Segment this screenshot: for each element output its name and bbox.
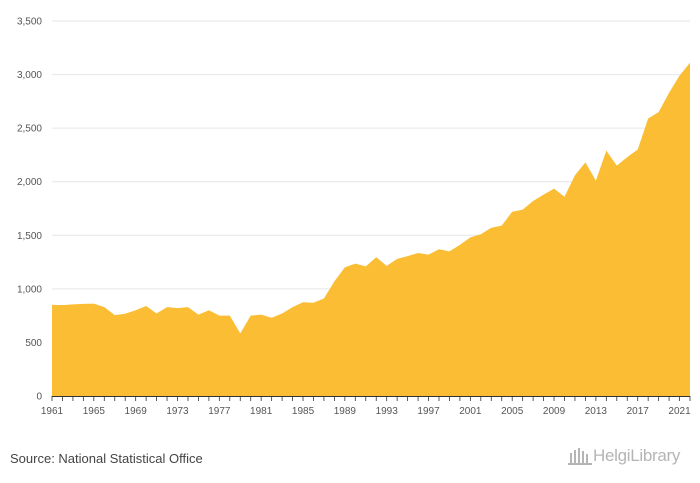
x-tick-label: 1977	[208, 406, 231, 417]
x-tick-label: 1985	[292, 406, 315, 417]
x-tick-label: 1969	[125, 406, 148, 417]
area-fill	[52, 62, 690, 396]
x-tick-label: 1961	[41, 406, 64, 417]
library-building-icon	[568, 448, 592, 465]
x-tick-label: 1989	[334, 406, 357, 417]
y-tick-label: 500	[25, 338, 42, 349]
x-tick-label: 2021	[668, 406, 691, 417]
y-tick-label: 2,500	[17, 124, 42, 135]
x-tick-label: 2005	[501, 406, 524, 417]
grid-lines	[52, 20, 690, 343]
y-tick-label: 1,000	[17, 284, 42, 295]
x-tick-label: 2001	[459, 406, 482, 417]
y-tick-label: 1,500	[17, 231, 42, 242]
logo-text: HelgiLibrary	[593, 446, 681, 465]
area-chart: 1961 1965 1969 1973 1977 1981 1985 1989 1993 1997…	[17, 17, 691, 418]
x-tick-label: 2009	[543, 406, 566, 417]
y-tick-label: 3,500	[17, 17, 42, 28]
y-tick-label: 0	[36, 392, 42, 403]
source-note: Source: National Statistical Office	[10, 451, 203, 466]
x-tick-label: 2017	[627, 406, 650, 417]
x-tick-label: 1993	[376, 406, 399, 417]
y-tick-label: 2,000	[17, 177, 42, 188]
helgi-library-logo: HelgiLibrary	[567, 446, 680, 466]
y-tick-label: 3,000	[17, 70, 42, 81]
x-tick-label: 1997	[417, 406, 440, 417]
x-tick-label: 1965	[83, 406, 106, 417]
x-tick-label: 2013	[585, 406, 608, 417]
x-axis: 1961 1965 1969 1973 1977 1981 1985 1989 1993 1997…	[41, 396, 691, 417]
x-tick-label: 1981	[250, 406, 273, 417]
y-axis: 0 500 1,000 1,500 2,000 2,500 3,000 3,500	[17, 17, 42, 403]
series-area	[52, 62, 690, 396]
x-tick-label: 1973	[166, 406, 189, 417]
